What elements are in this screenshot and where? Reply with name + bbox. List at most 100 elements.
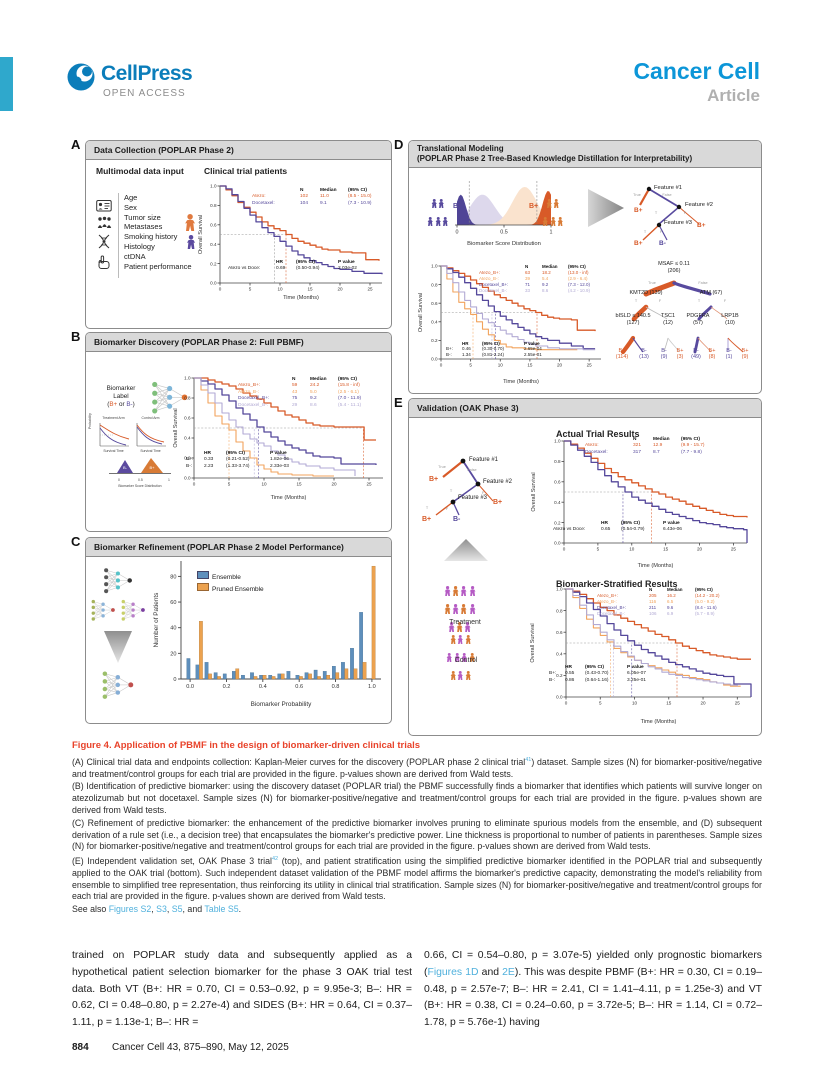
table-cell: Atezo_B+: xyxy=(238,383,261,389)
table-cell: 9.1 xyxy=(320,200,327,206)
table-cell: (95% CI) xyxy=(348,188,367,193)
figure-caption: Figure 4. Application of PBMF in the des… xyxy=(72,740,762,917)
table-cell: (7.3 - 12.0) xyxy=(568,281,591,287)
table-cell: B+: xyxy=(186,457,194,463)
data-item: Age xyxy=(124,193,138,202)
dist-tick-05: 0.5 xyxy=(138,478,143,482)
panel-c-histogram: 0 20 40 60 80 0.0 0.2 0.4 0.6 0.8 1.0 Biomarker Pro… xyxy=(153,561,381,708)
svg-text:0.2: 0.2 xyxy=(554,520,561,525)
mini-plot1-xlabel: Survival Time xyxy=(103,449,124,453)
svg-text:Time (Months): Time (Months) xyxy=(503,379,539,385)
table-cell: 16.2 xyxy=(667,593,676,598)
table-cell: 9.6 xyxy=(667,605,674,610)
table-cell: 2.03e-02 xyxy=(338,266,357,272)
table-cell: (95% CI) xyxy=(568,264,586,269)
rtree-kmt2d: KMT2D (139) xyxy=(629,290,663,296)
d-tree-feature2: Feature #2 xyxy=(685,202,714,208)
svg-text:0.4: 0.4 xyxy=(259,684,267,690)
figures-s2-link[interactable]: Figures S2 xyxy=(108,904,152,915)
table-cell: 71 xyxy=(525,281,531,287)
control-crowd-icon xyxy=(446,631,475,685)
table-cell: (95% CI) xyxy=(296,260,315,265)
table-cell: Median xyxy=(667,587,683,592)
svg-text:10: 10 xyxy=(277,287,283,292)
score-distribution-sketch: B- B+ xyxy=(109,458,171,474)
panel-e-schematic-tree xyxy=(435,458,494,516)
panel-c: Biomarker Refinement (POPLAR Phase 2 Mod… xyxy=(85,537,392,724)
crowd-row xyxy=(444,583,476,601)
s3-link[interactable]: S3 xyxy=(156,904,167,915)
e-tree-leaf-bminus: B- xyxy=(453,516,461,523)
table-cell: 0.86 xyxy=(565,677,575,683)
reference-41-link[interactable]: 41 xyxy=(525,756,532,763)
table-cell: Docetaxel_B+: xyxy=(238,396,270,402)
panel-a-km-chart: 0.0 0.2 0.4 0.6 0.8 1.0 0 5 10 15 20 25 Time (Months… xyxy=(198,184,383,301)
svg-text:0.8: 0.8 xyxy=(554,459,561,464)
panel-e-actual-stats: HR (95% CI) P value Atezo vs Doce: 0.65 (0.54… xyxy=(553,521,695,534)
svg-text:5: 5 xyxy=(469,363,472,368)
corner-tab xyxy=(0,57,13,111)
data-item: Tumor size xyxy=(124,212,161,222)
control-arm-sketch xyxy=(136,423,166,447)
ensemble-network-3-icon xyxy=(121,599,145,621)
rtree-leaf-4: B- (49) xyxy=(691,348,701,360)
e-tree-leaf-right: B+ xyxy=(493,499,503,506)
table-cell: 0.33 xyxy=(204,457,214,463)
crowd-row xyxy=(448,619,472,637)
svg-text:20: 20 xyxy=(700,701,706,706)
svg-text:20: 20 xyxy=(337,287,343,292)
svg-text:25: 25 xyxy=(366,482,372,487)
svg-text:0: 0 xyxy=(219,287,222,292)
rtree-leaf-2: B- (9) xyxy=(660,348,668,360)
table-cell: 2.33e-03 xyxy=(270,463,289,469)
caption-a: (A) Clinical trial data and endpoints co… xyxy=(72,756,762,779)
ensemble-swatch xyxy=(197,571,209,579)
table-cell: Docetaxel: xyxy=(585,449,608,455)
crowd-row xyxy=(546,195,560,213)
panel-a: Data Collection (POPLAR Phase 2) Multimo… xyxy=(85,140,392,329)
panel-d-letter: D xyxy=(394,137,404,152)
table-cell: Docetaxel_B-: xyxy=(479,287,508,293)
body-right-column: 0.66, CI = 0.54–0.80, p = 3.07e-5) yield… xyxy=(424,950,762,1029)
figure-2e-link[interactable]: 2E xyxy=(502,966,515,978)
table-cell: Docetaxel_B+: xyxy=(597,605,627,610)
e-tree-feature1: Feature #1 xyxy=(469,457,499,463)
crowd-row xyxy=(427,213,449,231)
svg-text:B+: B+ xyxy=(149,465,155,470)
svg-text:60: 60 xyxy=(170,600,176,606)
table-cell: 9.2 xyxy=(310,396,317,402)
panel-b-km-stats: HR (95% CI) P value B+: 0.33 (0.21-0.52) 1.82e… xyxy=(186,451,304,470)
table-cell: (1.33-3.74) xyxy=(226,463,250,469)
neural-network-icon xyxy=(152,381,188,414)
table-cell: 317 xyxy=(633,449,642,455)
table-cell: Atezo_B+: xyxy=(597,593,618,598)
svg-text:25: 25 xyxy=(587,363,593,368)
reference-42-link[interactable]: 42 xyxy=(271,856,279,863)
figures-1d-link[interactable]: Figures 1D xyxy=(427,966,479,978)
svg-text:Overall Survival: Overall Survival xyxy=(531,472,537,511)
d-tree-t2: T xyxy=(654,211,658,215)
svg-text:15: 15 xyxy=(663,547,669,552)
table-cell: 24.2 xyxy=(310,383,320,389)
table-cell: 0.55 xyxy=(565,671,575,677)
table-cell: (5.0 - 9.2) xyxy=(695,599,715,604)
b-plus-label: B+ xyxy=(109,401,118,408)
mini-plot1-title: Treatment Arm xyxy=(102,416,125,420)
s5-link[interactable]: S5 xyxy=(171,904,183,915)
svg-text:0.6: 0.6 xyxy=(184,416,191,421)
table-cell: Atezo vs Doce: xyxy=(228,266,261,272)
table-cell: 205 xyxy=(649,593,657,598)
d-tree-feature3: Feature #3 xyxy=(664,220,693,226)
svg-text:10: 10 xyxy=(261,482,267,487)
table-cell: (95% CI) xyxy=(585,665,604,670)
panel-b-km-chart: 0.0 0.2 0.4 0.6 0.8 1.0 0 5 10 15 20 25 Time (Months… xyxy=(173,376,383,501)
biomarker-word: Biomarker xyxy=(106,385,136,392)
table-cell: 43 xyxy=(292,389,298,395)
e-tree-leaf-left: B+ xyxy=(429,476,439,483)
panel-b-title: Biomarker Discovery (POPLAR Phase 2: Ful… xyxy=(86,333,391,352)
panel-e-title: Validation (OAK Phase 3) xyxy=(409,399,761,418)
table-cell: (95% CI) xyxy=(621,521,640,526)
table-s5-link[interactable]: Table S5 xyxy=(204,904,239,915)
d-tree-f3: F xyxy=(659,230,663,234)
d-tree-f2: F xyxy=(683,211,687,215)
